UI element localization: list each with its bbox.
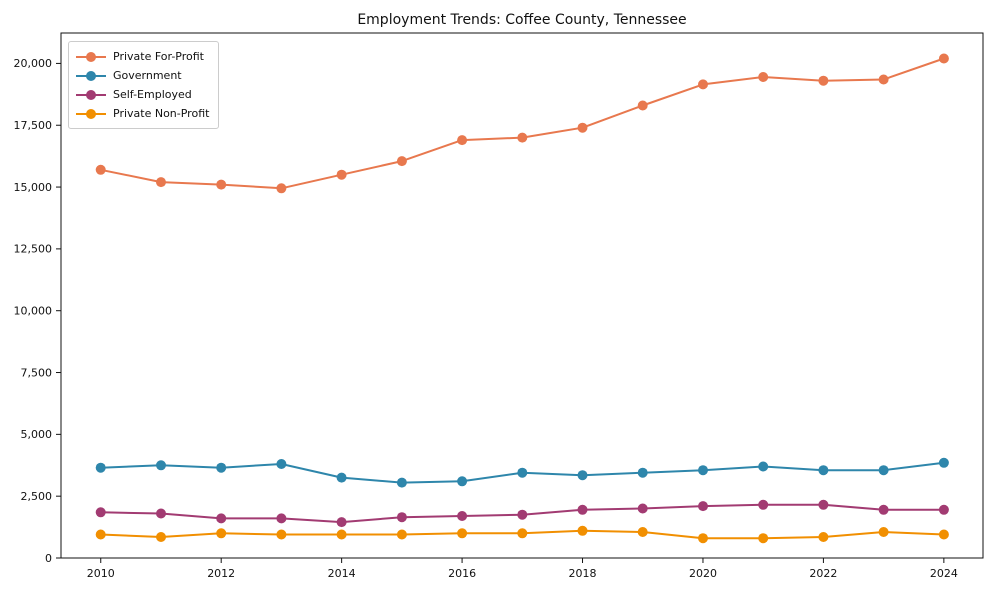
data-point: [818, 532, 829, 542]
x-axis-tick-label: 2022: [809, 567, 837, 580]
y-axis-tick-label: 20,000: [14, 57, 53, 70]
data-point: [156, 177, 166, 188]
data-point: [95, 507, 106, 518]
data-point: [396, 529, 407, 540]
legend-item: Private Non-Profit: [76, 104, 209, 123]
data-point: [95, 529, 106, 540]
data-point: [698, 533, 708, 544]
data-point: [517, 132, 528, 143]
data-point: [457, 511, 468, 521]
data-point: [216, 513, 227, 524]
legend-item: Private For-Profit: [76, 47, 209, 66]
data-point: [457, 476, 468, 487]
legend-marker-icon: [76, 108, 106, 119]
data-point: [396, 156, 407, 167]
data-point: [276, 529, 287, 540]
x-axis-tick-label: 2024: [930, 567, 958, 580]
data-point: [336, 517, 347, 528]
x-axis-tick-label: 2012: [207, 567, 235, 580]
data-point: [276, 459, 287, 469]
data-point: [577, 504, 588, 515]
data-point: [156, 460, 166, 471]
legend-label: Private For-Profit: [113, 50, 204, 63]
data-point: [276, 513, 287, 524]
x-axis-tick-label: 2018: [569, 567, 597, 580]
data-point: [637, 100, 648, 111]
data-point: [637, 503, 648, 514]
data-point: [938, 53, 949, 64]
data-point: [577, 525, 588, 536]
data-point: [216, 462, 227, 473]
data-point: [95, 462, 106, 473]
legend-item: Self-Employed: [76, 85, 209, 104]
data-point: [758, 533, 769, 544]
series-line: [99, 57, 945, 190]
data-point: [216, 528, 227, 539]
data-point: [878, 527, 889, 537]
y-axis-tick-label: 7,500: [21, 366, 53, 379]
data-point: [336, 472, 347, 483]
y-axis-tick-label: 12,500: [14, 243, 53, 256]
x-axis-tick-label: 2020: [689, 567, 717, 580]
plot-border: [60, 32, 984, 559]
legend-marker-icon: [76, 70, 106, 81]
legend-label: Private Non-Profit: [113, 107, 210, 120]
y-axis-tick-label: 10,000: [14, 305, 53, 318]
data-point: [577, 470, 588, 481]
data-point: [457, 135, 468, 146]
x-axis-tick-label: 2014: [328, 567, 356, 580]
data-point: [698, 465, 708, 476]
data-point: [336, 529, 347, 540]
legend-label: Self-Employed: [113, 88, 192, 101]
data-point: [698, 501, 708, 512]
data-point: [336, 169, 347, 180]
data-point: [878, 465, 889, 476]
data-point: [878, 504, 889, 515]
data-point: [637, 527, 648, 537]
data-point: [457, 528, 468, 539]
data-point: [396, 477, 407, 488]
data-point: [818, 465, 829, 476]
data-point: [878, 74, 889, 85]
x-axis-tick-label: 2010: [87, 567, 115, 580]
y-axis-tick-label: 2,500: [21, 490, 53, 503]
chart-legend: Private For-Profit Government Self-Employe…: [68, 41, 220, 129]
data-point: [156, 508, 166, 519]
data-point: [517, 467, 528, 478]
data-point: [517, 528, 528, 539]
legend-marker-icon: [76, 51, 106, 62]
y-axis-tick-label: 17,500: [14, 119, 53, 132]
y-axis-tick-label: 15,000: [14, 181, 53, 194]
y-axis-tick-label: 5,000: [21, 428, 53, 441]
data-point: [577, 122, 588, 133]
data-point: [156, 532, 166, 542]
legend-label: Government: [113, 69, 182, 82]
data-point: [938, 529, 949, 540]
data-point: [698, 79, 708, 90]
data-point: [276, 183, 287, 194]
data-point: [758, 499, 769, 510]
legend-marker-icon: [76, 89, 106, 100]
x-axis-tick-label: 2016: [448, 567, 476, 580]
y-axis-tick-label: 0: [45, 552, 52, 565]
data-point: [216, 179, 227, 190]
data-point: [517, 509, 528, 520]
data-point: [758, 461, 769, 472]
data-point: [818, 499, 829, 510]
data-point: [95, 164, 106, 175]
data-point: [396, 512, 407, 523]
data-point: [938, 457, 949, 468]
data-point: [758, 72, 769, 82]
data-point: [938, 504, 949, 515]
data-point: [637, 467, 648, 478]
data-point: [818, 75, 829, 86]
legend-item: Government: [76, 66, 209, 85]
